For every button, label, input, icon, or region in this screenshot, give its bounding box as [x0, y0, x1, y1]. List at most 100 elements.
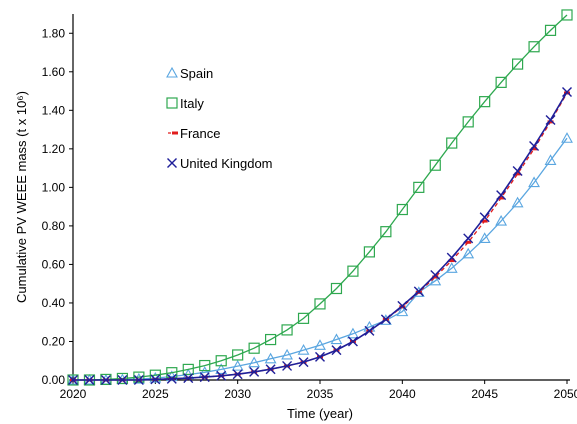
data-point — [133, 371, 145, 383]
x-tick-label: 2035 — [307, 387, 334, 401]
data-point — [331, 345, 342, 356]
data-point — [495, 76, 507, 88]
data-point — [133, 375, 144, 385]
data-point — [68, 375, 78, 385]
data-point — [315, 351, 325, 362]
x-tick-label: 2040 — [389, 387, 416, 401]
x-tick-label: 2045 — [471, 387, 498, 401]
data-point — [446, 137, 458, 149]
x-axis-label: Time (year) — [287, 406, 353, 421]
data-point — [462, 116, 474, 128]
y-tick-label: 1.60 — [42, 65, 66, 79]
legend-marker — [166, 66, 178, 78]
data-point — [248, 356, 261, 368]
y-tick-label: 0.00 — [42, 373, 66, 387]
legend-marker — [167, 158, 177, 168]
data-point — [199, 359, 211, 372]
data-point — [116, 372, 129, 385]
data-point — [529, 140, 540, 151]
y-tick-label: 1.80 — [42, 26, 66, 40]
data-point — [330, 282, 343, 295]
data-point — [347, 265, 359, 277]
data-point — [265, 333, 277, 346]
data-point — [430, 270, 441, 281]
data-point — [511, 196, 524, 208]
data-point — [166, 373, 177, 384]
data-point — [512, 165, 523, 176]
legend-item: Spain — [166, 66, 213, 81]
y-tick-labels: 0.00 0.20 0.40 0.60 0.80 1.00 1.20 1.40 1.60 1.80 — [42, 26, 73, 387]
data-point — [413, 286, 424, 297]
data-point — [511, 58, 524, 70]
data-point — [182, 363, 194, 376]
y-tick-label: 0.60 — [42, 257, 66, 271]
data-point — [380, 226, 392, 238]
data-point — [249, 366, 260, 377]
x-tick-label: 2025 — [142, 387, 169, 401]
data-point — [248, 342, 260, 354]
data-point — [314, 339, 326, 350]
x-tick-label: 2050 — [554, 387, 577, 401]
data-point — [445, 262, 458, 273]
legend-label: Spain — [180, 66, 213, 81]
data-point — [364, 325, 375, 336]
data-point — [479, 96, 491, 108]
data-point — [380, 314, 391, 325]
data-point — [346, 327, 359, 339]
legend-label: France — [180, 126, 220, 141]
data-point — [232, 369, 243, 380]
data-point — [462, 247, 475, 259]
y-axis-label: Cumulative PV WEEE mass (t x 10⁶) — [14, 91, 29, 303]
data-point — [215, 355, 227, 367]
axes — [72, 14, 570, 381]
data-point — [495, 214, 508, 226]
y-tick-label: 1.00 — [42, 180, 66, 194]
y-tick-label: 0.80 — [42, 219, 66, 233]
data-point — [528, 41, 540, 53]
data-point — [429, 274, 442, 286]
data-point — [561, 132, 573, 143]
series-italy — [67, 9, 573, 386]
data-point — [396, 203, 408, 216]
legend-item: France — [168, 126, 220, 141]
x-tick-labels: 2020 2025 2030 2035 2040 2045 2050 — [60, 380, 577, 401]
data-point — [216, 370, 227, 381]
data-point — [463, 233, 474, 244]
data-point — [478, 232, 491, 243]
data-point — [429, 159, 441, 171]
data-point — [100, 375, 111, 385]
data-point — [561, 9, 573, 21]
series-line — [73, 14, 568, 381]
legend-label: United Kingdom — [180, 156, 273, 171]
x-tick-label: 2020 — [60, 387, 87, 401]
data-point — [544, 154, 557, 165]
legend: Spain Italy France United Kingdom — [166, 66, 273, 171]
series-line — [73, 92, 568, 381]
data-point — [479, 212, 490, 223]
data-point — [397, 300, 408, 311]
data-point — [562, 87, 572, 98]
data-point — [232, 349, 244, 361]
data-point — [413, 181, 425, 193]
x-tick-label: 2030 — [224, 387, 251, 401]
data-point — [264, 352, 277, 364]
data-point — [297, 312, 310, 324]
series-line — [73, 91, 568, 381]
data-point — [84, 375, 95, 385]
series-united-kingdom — [68, 87, 572, 385]
series-line — [73, 137, 568, 381]
data-point — [528, 176, 541, 188]
data-point — [183, 373, 194, 384]
legend-marker — [166, 97, 178, 109]
legend-item: Italy — [166, 96, 204, 111]
y-tick-label: 1.20 — [42, 142, 66, 156]
data-point — [297, 344, 310, 355]
data-point — [215, 363, 228, 374]
data-point — [281, 348, 294, 360]
series-spain — [67, 132, 573, 385]
series-layer — [67, 9, 573, 386]
data-point — [330, 333, 343, 345]
data-point — [199, 372, 210, 383]
series-france — [70, 91, 570, 382]
